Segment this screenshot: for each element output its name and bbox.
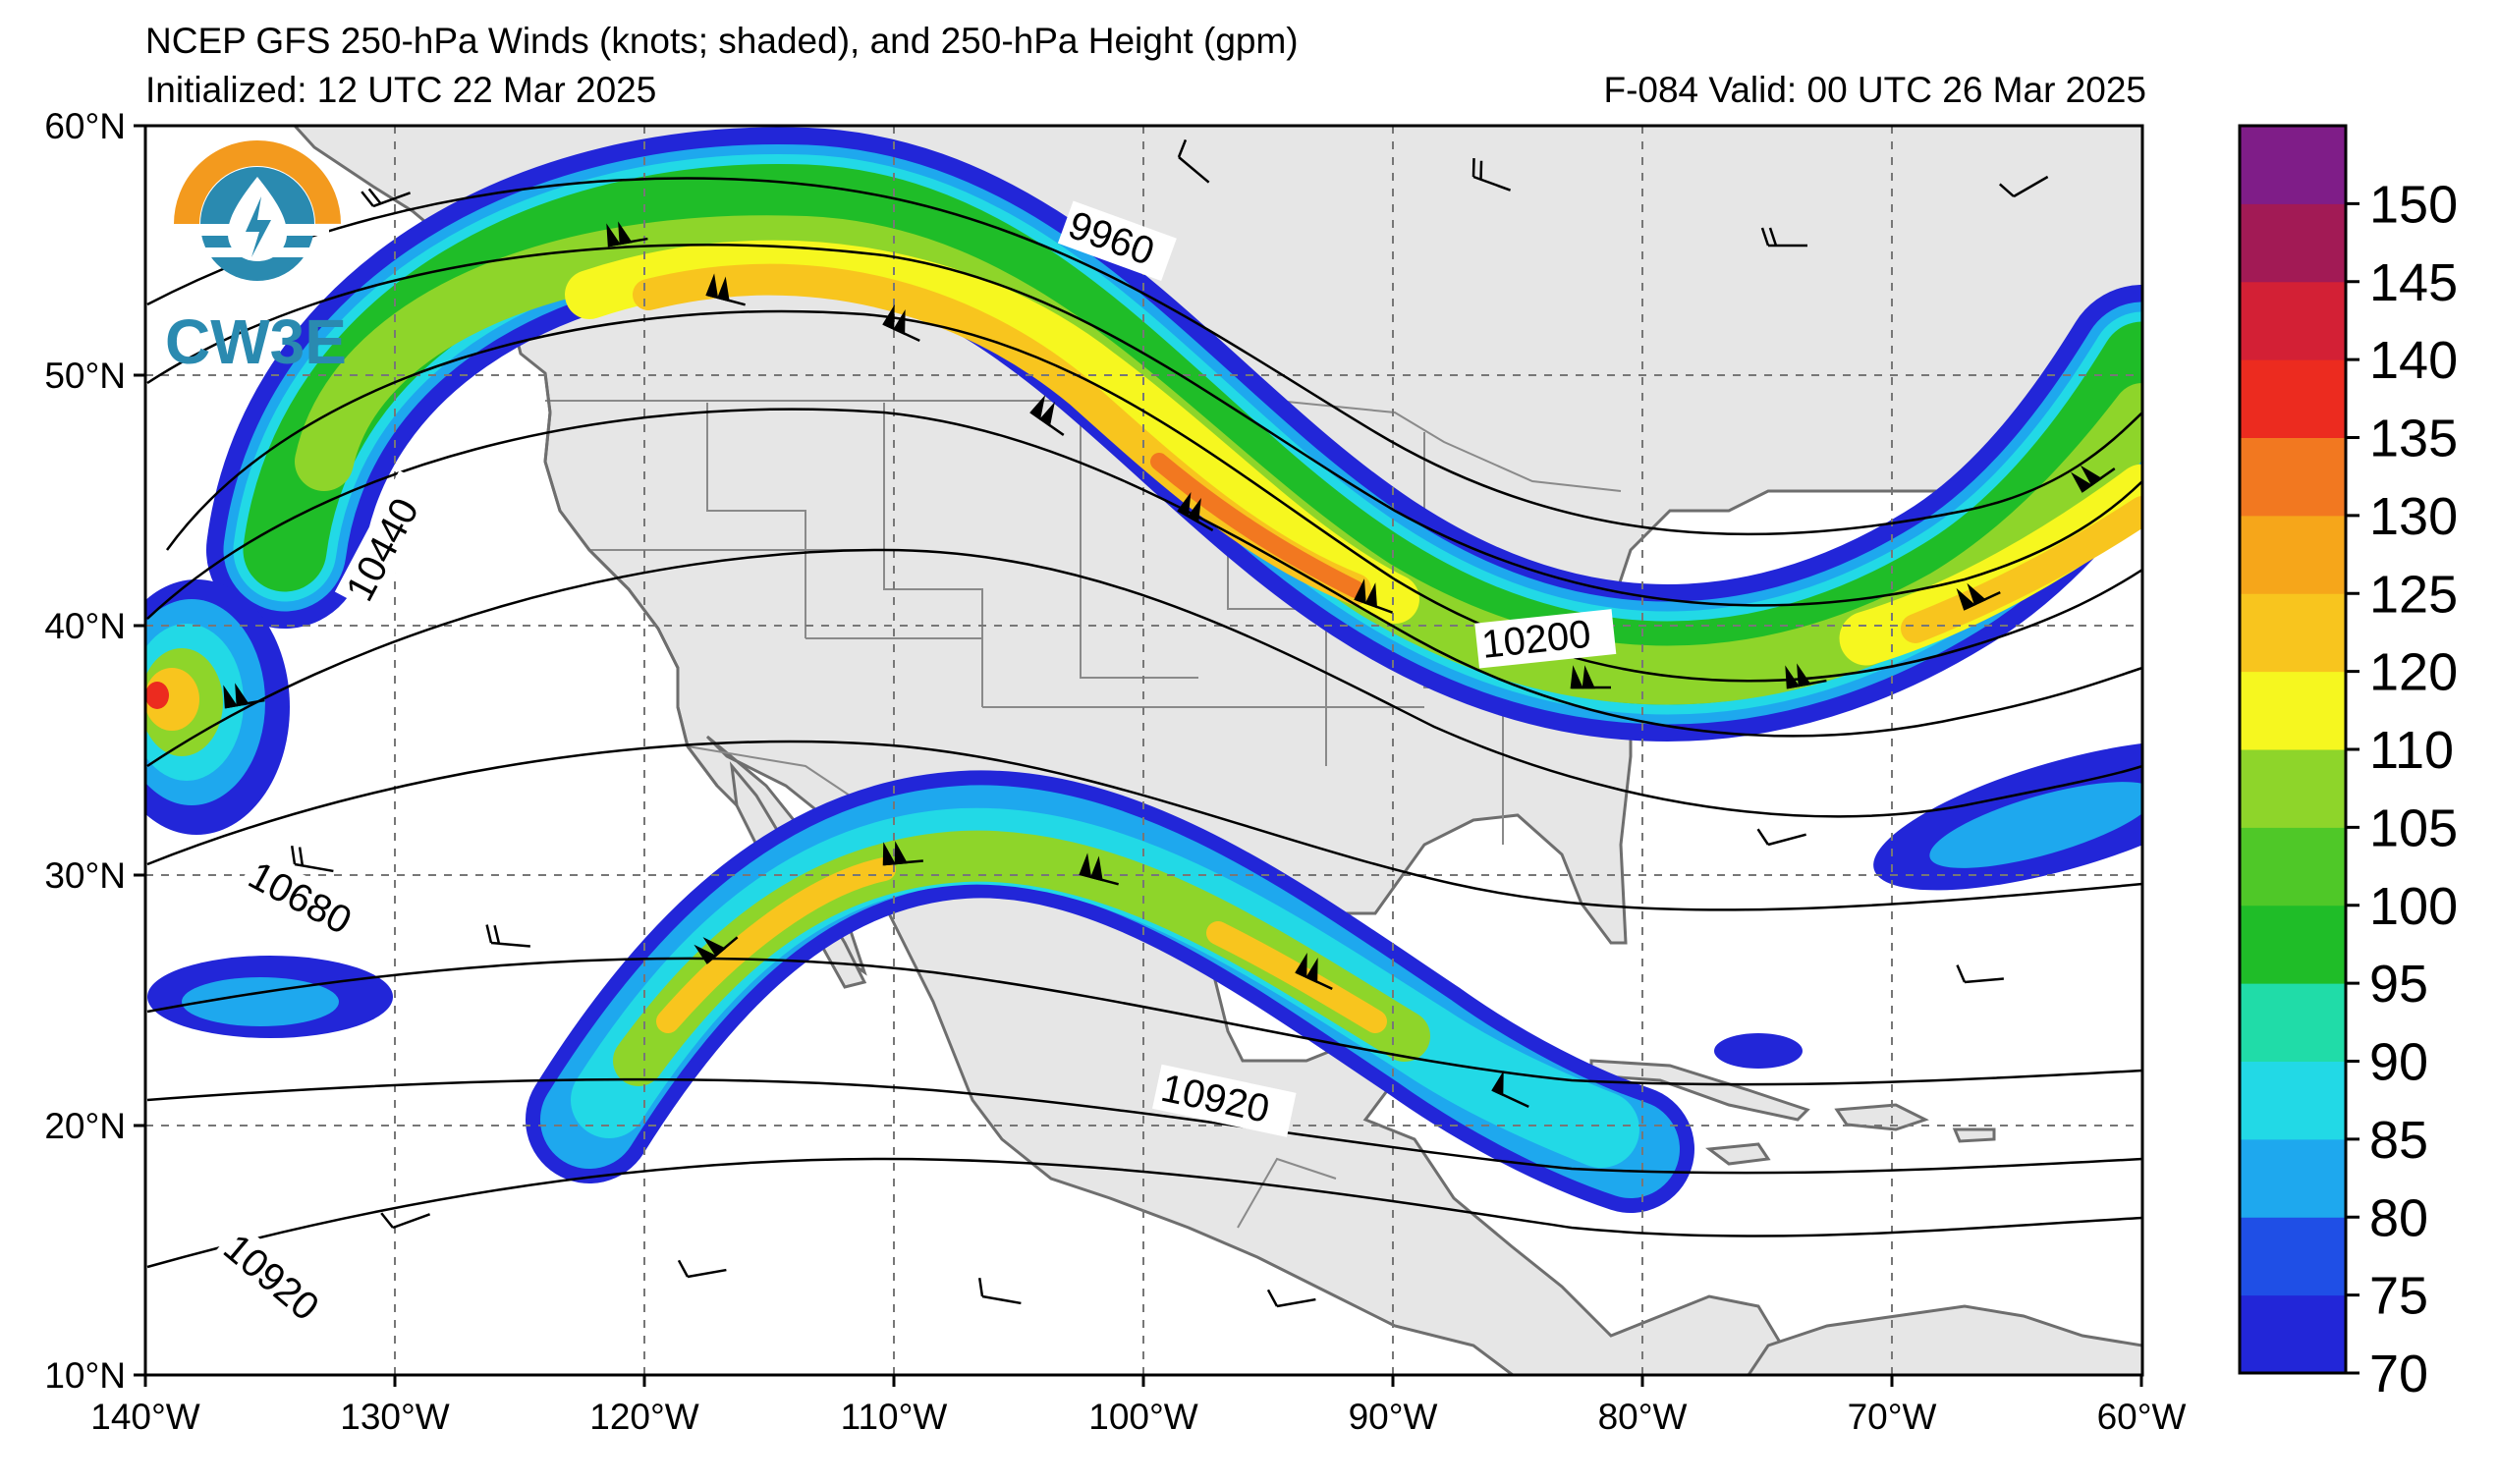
y-tick-label: 30°N xyxy=(44,855,126,896)
colorbar-label: 130 xyxy=(2369,487,2458,546)
x-tick-label: 60°W xyxy=(2097,1397,2187,1437)
colorbar-swatch xyxy=(2240,281,2346,360)
valid-time: F-084 Valid: 00 UTC 26 Mar 2025 xyxy=(1603,70,2146,110)
cw3e-logo: CW3E xyxy=(165,140,347,377)
colorbar-label: 135 xyxy=(2369,410,2458,468)
height-contours xyxy=(146,177,2142,1269)
wind-barbs xyxy=(223,138,2116,1308)
colorbar-label: 80 xyxy=(2369,1188,2428,1247)
colorbar-swatch xyxy=(2240,827,2346,907)
y-tick-labels: 60°N 50°N 40°N 30°N 20°N 10°N xyxy=(44,106,126,1396)
colorbar-label: 85 xyxy=(2369,1111,2428,1170)
y-tick-label: 40°N xyxy=(44,606,126,646)
colorbar-swatch xyxy=(2240,515,2346,594)
colorbar-label: 75 xyxy=(2369,1267,2428,1326)
colorbar-label: 105 xyxy=(2369,798,2458,857)
colorbar-swatch xyxy=(2240,1061,2346,1140)
x-tick-label: 120°W xyxy=(589,1397,699,1437)
cw3e-logo-text: CW3E xyxy=(165,306,347,377)
x-tick-label: 90°W xyxy=(1349,1397,1438,1437)
colorbar-swatch xyxy=(2240,359,2346,438)
colorbar-label: 125 xyxy=(2369,565,2458,624)
colorbar-label: 145 xyxy=(2369,253,2458,312)
x-tick-label: 80°W xyxy=(1598,1397,1688,1437)
colorbar-swatch xyxy=(2240,126,2346,204)
colorbar-label: 70 xyxy=(2369,1345,2428,1403)
colorbar-swatch xyxy=(2240,983,2346,1062)
x-tick-label: 140°W xyxy=(90,1397,200,1437)
colorbar-swatch xyxy=(2240,1217,2346,1296)
x-tick-label: 130°W xyxy=(340,1397,450,1437)
y-tick-label: 60°N xyxy=(44,106,126,146)
colorbar-swatch xyxy=(2240,203,2346,283)
x-tick-label: 70°W xyxy=(1848,1397,1937,1437)
colorbar-swatch xyxy=(2240,1138,2346,1218)
colorbar-swatch xyxy=(2240,749,2346,828)
y-tick-label: 10°N xyxy=(44,1355,126,1396)
colorbar-swatch xyxy=(2240,1294,2346,1374)
x-tick-labels: 140°W 130°W 120°W 110°W 100°W 90°W 80°W … xyxy=(90,1397,2186,1437)
jet-stream-west-blob xyxy=(145,579,2142,1069)
colorbar-swatch xyxy=(2240,593,2346,673)
colorbar-swatch xyxy=(2240,671,2346,750)
axis-ticks xyxy=(134,124,2143,1387)
x-tick-label: 110°W xyxy=(841,1397,948,1437)
initialized-time: Initialized: 12 UTC 22 Mar 2025 xyxy=(145,70,657,110)
colorbar-label: 95 xyxy=(2369,955,2428,1014)
colorbar-swatch xyxy=(2240,905,2346,984)
colorbar-label: 100 xyxy=(2369,877,2458,936)
colorbar-label: 120 xyxy=(2369,643,2458,702)
colorbar-label: 140 xyxy=(2369,331,2458,390)
gridlines xyxy=(145,126,2142,1375)
y-tick-label: 50°N xyxy=(44,356,126,396)
colorbar-swatch xyxy=(2240,437,2346,517)
x-tick-label: 100°W xyxy=(1088,1397,1198,1437)
colorbar-label: 90 xyxy=(2369,1033,2428,1092)
colorbar-label: 150 xyxy=(2369,175,2458,234)
chart-title: NCEP GFS 250-hPa Winds (knots; shaded), … xyxy=(145,21,1299,61)
colorbar: 70 75 80 85 90 95 100 105 110 120 125 130 135 140 145 1… xyxy=(2238,124,2458,1403)
y-tick-label: 20°N xyxy=(44,1106,126,1146)
colorbar-label: 110 xyxy=(2369,721,2454,780)
coastlines xyxy=(543,372,719,787)
